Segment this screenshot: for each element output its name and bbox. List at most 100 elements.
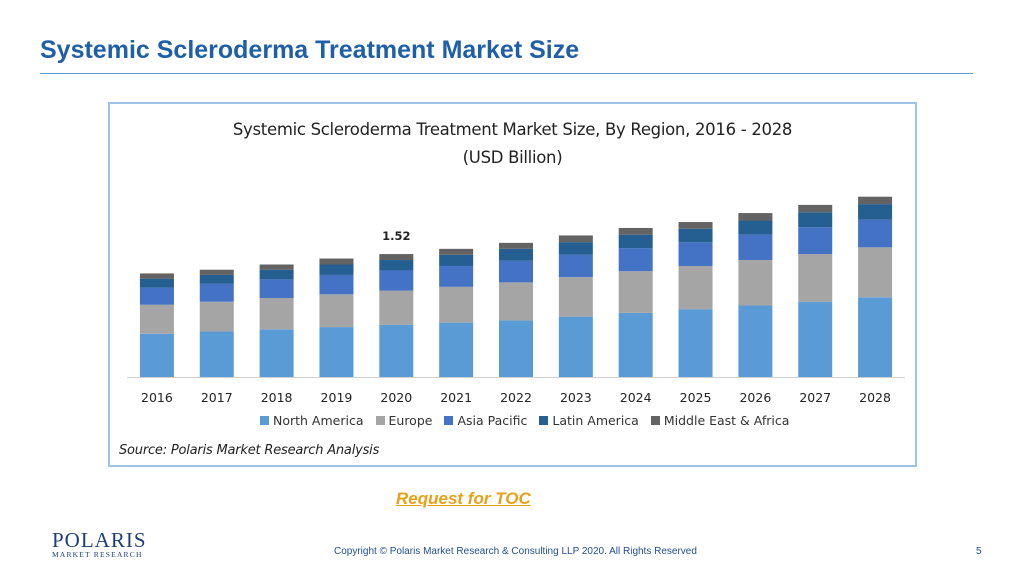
bar-segment-north-america — [858, 297, 893, 377]
x-tick-label: 2021 — [440, 390, 472, 405]
x-tick-label: 2025 — [680, 390, 712, 405]
bar-segment-north-america — [678, 309, 713, 377]
legend-swatch — [444, 416, 454, 425]
bar-segment-middle-east-africa — [618, 227, 653, 235]
company-logo: POLARIS MARKET RESEARCH — [52, 530, 147, 560]
bar-segment-asia-pacific — [499, 260, 533, 283]
bar-segment-north-america — [618, 312, 653, 377]
chart-subtitle: (USD Billion) — [462, 148, 563, 167]
bar-segment-middle-east-africa — [558, 235, 593, 243]
x-tick-label: 2026 — [739, 390, 771, 405]
bar-segment-north-america — [259, 329, 294, 377]
bar-segment-latin-america — [499, 248, 533, 261]
legend-swatch — [539, 416, 549, 425]
bar-segment-north-america — [199, 331, 234, 377]
request-toc-link[interactable]: Request for TOC — [396, 489, 531, 508]
x-tick-label: 2020 — [380, 390, 412, 405]
bar-segment-europe — [139, 304, 174, 334]
bar-segment-latin-america — [858, 204, 893, 220]
bar-segment-asia-pacific — [199, 283, 234, 302]
bar-segment-north-america — [738, 305, 773, 377]
bar-segment-latin-america — [558, 242, 593, 255]
bar-segment-middle-east-africa — [259, 264, 294, 270]
bar-segment-asia-pacific — [798, 227, 833, 255]
bar-segment-europe — [259, 298, 294, 330]
bar-segment-europe — [738, 260, 773, 306]
bar-segment-middle-east-africa — [199, 269, 234, 275]
legend-label: Latin America — [552, 413, 639, 428]
bar-segment-middle-east-africa — [319, 258, 354, 265]
legend-item: North America — [260, 413, 364, 428]
x-tick-label: 2022 — [500, 390, 532, 405]
bar-segment-latin-america — [199, 274, 234, 284]
bar-segment-europe — [499, 282, 533, 321]
bar-segment-north-america — [798, 301, 833, 377]
bar-segment-middle-east-africa — [439, 248, 474, 255]
x-tick-label: 2016 — [141, 390, 173, 405]
legend-item: Latin America — [539, 413, 639, 428]
bar-segment-north-america — [379, 324, 414, 377]
data-label: 1.52 — [382, 229, 410, 243]
bar-segment-middle-east-africa — [678, 222, 713, 229]
bar-segment-north-america — [558, 316, 593, 377]
legend-item: Middle East & Africa — [650, 413, 790, 428]
legend-item: Europe — [375, 413, 433, 428]
bar-segment-europe — [439, 286, 474, 323]
bar-segment-latin-america — [139, 278, 174, 288]
page-title: Systemic Scleroderma Treatment Market Si… — [40, 36, 580, 64]
chart-frame: Systemic Scleroderma Treatment Market Si… — [108, 102, 917, 467]
bar-segment-north-america — [319, 327, 354, 377]
legend-label: North America — [273, 413, 364, 428]
bar-segment-middle-east-africa — [499, 242, 533, 249]
bar-segment-middle-east-africa — [379, 254, 414, 261]
logo-wordmark: POLARIS — [52, 528, 147, 552]
bar-segment-europe — [678, 265, 713, 310]
x-tick-label: 2027 — [799, 390, 831, 405]
x-tick-label: 2017 — [201, 390, 233, 405]
legend-swatch — [375, 416, 385, 425]
title-divider — [40, 73, 973, 74]
bar-segment-asia-pacific — [439, 265, 474, 287]
bar-segment-north-america — [439, 322, 474, 377]
bar-segment-europe — [798, 254, 833, 302]
page-number: 5 — [976, 546, 982, 557]
bar-segment-asia-pacific — [259, 279, 294, 299]
bar-segment-europe — [618, 271, 653, 313]
bar-segment-europe — [199, 301, 234, 332]
bar-segment-asia-pacific — [558, 254, 593, 278]
legend-swatch — [260, 416, 269, 425]
x-tick-label: 2028 — [859, 390, 891, 405]
bar-segment-middle-east-africa — [738, 213, 773, 221]
x-tick-label: 2018 — [261, 390, 293, 405]
bar-segment-europe — [319, 294, 354, 328]
bar-segment-europe — [379, 290, 414, 325]
chart-title: Systemic Scleroderma Treatment Market Si… — [232, 120, 793, 139]
bar-segment-asia-pacific — [319, 274, 354, 295]
bar-segment-europe — [558, 277, 593, 317]
bar-segment-latin-america — [678, 228, 713, 243]
chart-source: Source: Polaris Market Research Analysis — [119, 443, 380, 458]
bar-segment-asia-pacific — [618, 248, 653, 272]
bar-segment-asia-pacific — [678, 242, 713, 266]
x-tick-label: 2024 — [620, 390, 652, 405]
bar-segment-europe — [858, 247, 893, 298]
bar-chart: 2016 2017 2018 2019 2020 1.52 2021 2022 2023 2024… — [127, 196, 905, 405]
chart-legend: North America Europe Asia Pacific Latin Ame… — [260, 413, 789, 428]
bar-segment-middle-east-africa — [798, 204, 833, 213]
bar-segment-latin-america — [319, 264, 354, 275]
copyright-text: Copyright © Polaris Market Research & Co… — [334, 546, 697, 557]
legend-item: Asia Pacific — [444, 413, 527, 428]
bar-segment-latin-america — [738, 220, 773, 235]
bar-segment-north-america — [139, 333, 174, 377]
bar-segment-asia-pacific — [738, 234, 773, 261]
bar-segment-latin-america — [618, 234, 653, 249]
bar-segment-north-america — [499, 320, 533, 377]
bar-segment-latin-america — [379, 260, 414, 271]
bar-segment-middle-east-africa — [858, 196, 893, 205]
legend-label: Asia Pacific — [457, 413, 528, 428]
x-tick-label: 2019 — [321, 390, 353, 405]
legend-label: Middle East & Africa — [663, 413, 790, 428]
legend-label: Europe — [388, 413, 433, 428]
bar-segment-latin-america — [259, 269, 294, 280]
logo-tagline: MARKET RESEARCH — [52, 550, 143, 559]
